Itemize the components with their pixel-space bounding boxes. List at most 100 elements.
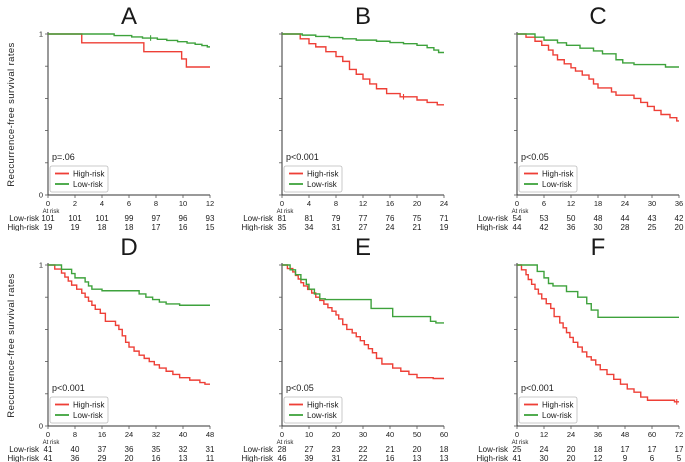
at-risk-heading: At risk	[43, 440, 61, 446]
at-risk-value: 76	[386, 214, 395, 223]
at-risk-value: 24	[540, 445, 549, 454]
at-risk-value: 5	[677, 454, 682, 462]
at-risk-value: 36	[71, 454, 80, 462]
at-risk-value: 99	[125, 214, 134, 223]
at-risk-value: 20	[413, 445, 422, 454]
panel-title: C	[589, 3, 606, 30]
legend-label: Low-risk	[73, 411, 104, 420]
at-risk-value: 71	[440, 214, 449, 223]
at-risk-value: 18	[594, 445, 603, 454]
at-risk-value: 6	[650, 454, 655, 462]
at-risk-heading: At risk	[277, 440, 295, 446]
x-tick-label: 24	[440, 199, 448, 208]
x-tick-label: 4	[307, 199, 311, 208]
legend-box	[518, 396, 578, 424]
legend-box	[283, 165, 343, 193]
at-risk-heading: At risk	[512, 209, 530, 215]
legend-label: High-risk	[307, 169, 340, 178]
at-risk-value: 39	[305, 454, 314, 462]
at-risk-value: 30	[540, 454, 549, 462]
x-tick-label: 40	[179, 430, 187, 439]
at-risk-value: 46	[278, 454, 287, 462]
at-risk-value: 34	[305, 223, 314, 231]
legend-label: High-risk	[542, 400, 575, 409]
legend-label: Low-risk	[542, 411, 573, 420]
at-risk-value: 28	[621, 223, 630, 231]
at-risk-heading: At risk	[277, 209, 295, 215]
at-risk-value: 35	[152, 445, 161, 454]
x-tick-label: 20	[413, 199, 421, 208]
x-tick-label: 36	[675, 199, 683, 208]
survival-curve-high-risk	[517, 33, 679, 122]
y-axis-label: Reccurrence-free survival rates	[6, 42, 17, 186]
at-risk-value: 27	[359, 223, 368, 231]
at-risk-value: 16	[152, 454, 161, 462]
p-value-label: p<0.05	[521, 152, 549, 162]
survival-curve-high-risk	[282, 33, 444, 106]
at-risk-row-label: Low-risk	[9, 214, 40, 223]
y-tick-label: 0	[39, 422, 43, 431]
x-tick-label: 60	[648, 430, 656, 439]
x-tick-label: 24	[567, 430, 575, 439]
x-tick-label: 6	[127, 199, 131, 208]
survival-curve-high-risk	[517, 264, 679, 403]
legend-label: High-risk	[73, 169, 106, 178]
at-risk-value: 30	[594, 223, 603, 231]
at-risk-row-label: Low-risk	[478, 445, 509, 454]
x-tick-label: 0	[515, 430, 519, 439]
at-risk-value: 53	[540, 214, 549, 223]
at-risk-value: 9	[623, 454, 628, 462]
at-risk-value: 79	[332, 214, 341, 223]
survival-curve-high-risk	[282, 264, 444, 380]
p-value-label: p<0.05	[286, 383, 314, 393]
at-risk-value: 75	[413, 214, 422, 223]
at-risk-value: 101	[68, 214, 82, 223]
x-tick-label: 6	[542, 199, 546, 208]
at-risk-value: 101	[41, 214, 55, 223]
at-risk-value: 42	[675, 214, 684, 223]
panel-title: D	[120, 234, 137, 261]
x-tick-label: 0	[280, 430, 284, 439]
at-risk-value: 81	[305, 214, 314, 223]
x-tick-label: 8	[154, 199, 158, 208]
at-risk-value: 11	[206, 454, 215, 462]
at-risk-value: 19	[44, 223, 53, 231]
at-risk-value: 36	[567, 223, 576, 231]
at-risk-row-label: Low-risk	[243, 214, 274, 223]
at-risk-value: 13	[413, 454, 422, 462]
y-tick-label: 1	[39, 261, 43, 270]
x-tick-label: 40	[386, 430, 394, 439]
at-risk-heading: At risk	[512, 440, 530, 446]
at-risk-value: 41	[44, 454, 53, 462]
at-risk-value: 40	[71, 445, 80, 454]
at-risk-value: 17	[675, 445, 684, 454]
x-tick-label: 24	[125, 430, 133, 439]
survival-curve-low-risk	[48, 264, 210, 306]
at-risk-row-label: High-risk	[241, 454, 274, 462]
at-risk-value: 31	[206, 445, 215, 454]
at-risk-value: 17	[648, 445, 657, 454]
at-risk-value: 42	[540, 223, 549, 231]
legend-label: Low-risk	[542, 180, 573, 189]
at-risk-value: 12	[594, 454, 603, 462]
at-risk-value: 36	[125, 445, 134, 454]
at-risk-value: 29	[98, 454, 107, 462]
at-risk-value: 16	[386, 454, 395, 462]
legend-label: Low-risk	[73, 180, 104, 189]
at-risk-heading: At risk	[43, 209, 61, 215]
survival-curve-low-risk	[48, 33, 210, 48]
at-risk-value: 24	[386, 223, 395, 231]
legend-box	[49, 165, 109, 193]
x-tick-label: 36	[594, 430, 602, 439]
p-value-label: p=.06	[52, 152, 75, 162]
at-risk-value: 22	[359, 454, 368, 462]
at-risk-value: 54	[513, 214, 522, 223]
at-risk-value: 23	[332, 445, 341, 454]
survival-curve-high-risk	[48, 33, 210, 68]
at-risk-value: 20	[125, 454, 134, 462]
survival-curve-low-risk	[282, 33, 444, 54]
legend-label: High-risk	[542, 169, 575, 178]
